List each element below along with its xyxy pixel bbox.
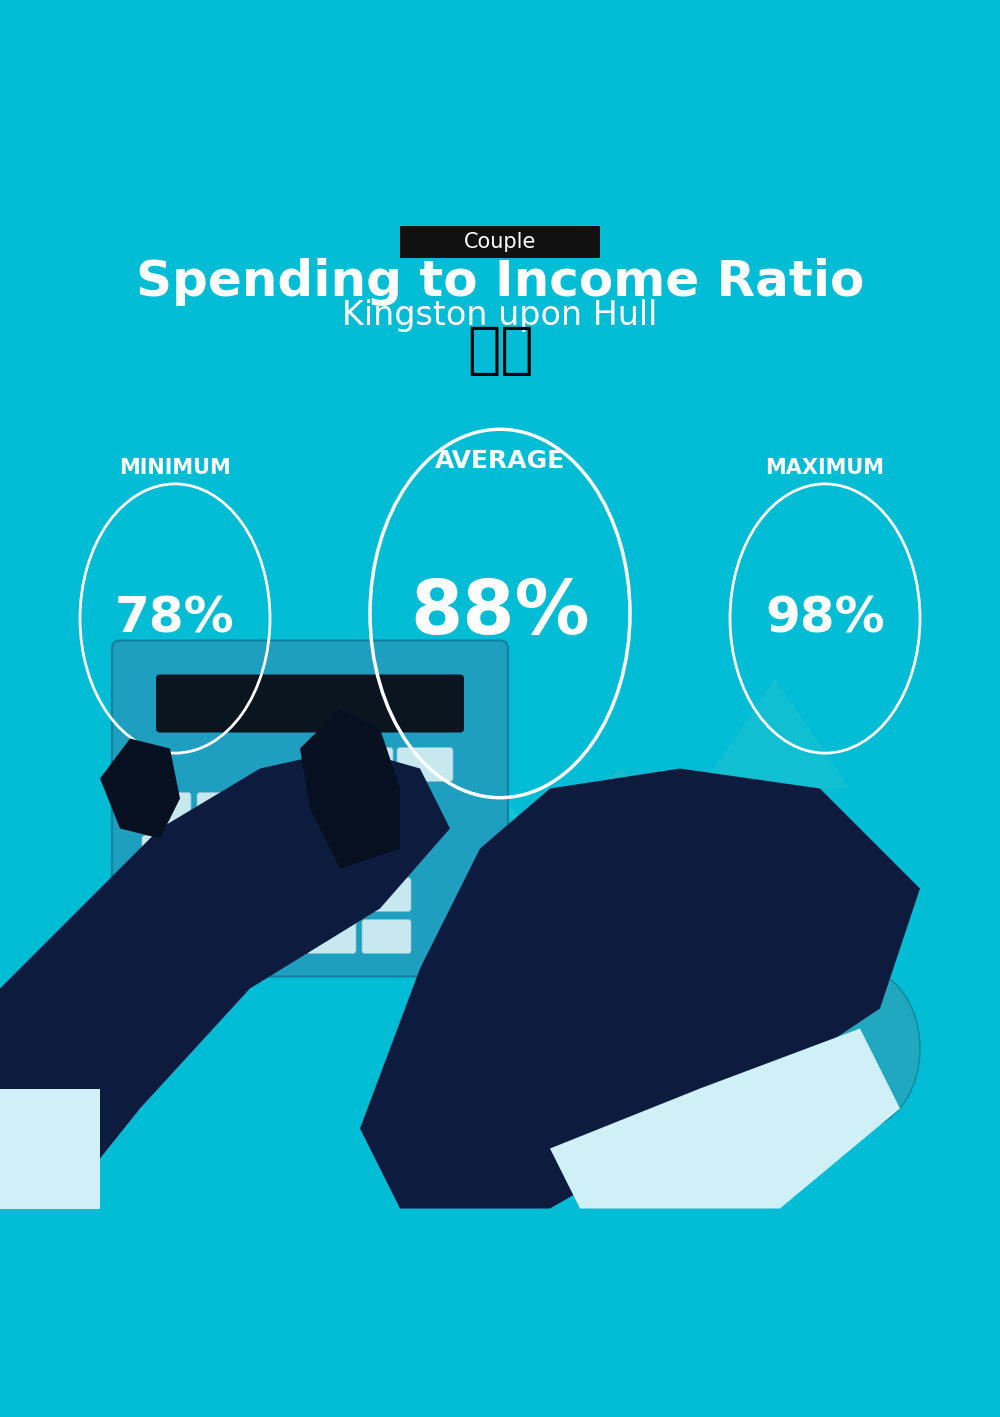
Polygon shape (570, 989, 660, 1088)
Text: $: $ (773, 999, 787, 1017)
Polygon shape (100, 738, 180, 839)
FancyBboxPatch shape (362, 836, 411, 870)
FancyBboxPatch shape (362, 877, 411, 911)
Polygon shape (700, 679, 850, 888)
FancyBboxPatch shape (142, 920, 191, 954)
Polygon shape (340, 708, 520, 928)
FancyBboxPatch shape (252, 877, 301, 911)
FancyBboxPatch shape (307, 920, 356, 954)
FancyBboxPatch shape (252, 792, 301, 826)
Text: 78%: 78% (115, 595, 235, 642)
FancyBboxPatch shape (142, 792, 191, 826)
FancyBboxPatch shape (197, 792, 246, 826)
FancyBboxPatch shape (689, 1066, 781, 1077)
FancyBboxPatch shape (689, 1030, 781, 1041)
FancyBboxPatch shape (400, 225, 600, 258)
Polygon shape (690, 829, 730, 918)
FancyBboxPatch shape (689, 1017, 781, 1030)
FancyBboxPatch shape (337, 748, 393, 782)
Text: Kingston upon Hull: Kingston upon Hull (342, 299, 658, 332)
FancyBboxPatch shape (689, 1053, 781, 1066)
FancyBboxPatch shape (397, 748, 453, 782)
FancyBboxPatch shape (142, 836, 191, 870)
FancyBboxPatch shape (142, 877, 191, 911)
Text: MAXIMUM: MAXIMUM (766, 459, 885, 479)
FancyBboxPatch shape (252, 920, 301, 954)
Ellipse shape (842, 951, 878, 976)
Polygon shape (440, 768, 800, 928)
Text: Couple: Couple (464, 231, 536, 251)
FancyBboxPatch shape (362, 920, 411, 954)
Text: 88%: 88% (410, 577, 590, 650)
FancyBboxPatch shape (362, 792, 411, 826)
Ellipse shape (735, 944, 825, 1064)
Polygon shape (0, 748, 450, 1209)
Polygon shape (300, 708, 400, 869)
Text: $: $ (849, 1039, 871, 1068)
FancyBboxPatch shape (307, 792, 356, 826)
Ellipse shape (800, 968, 920, 1128)
FancyBboxPatch shape (307, 877, 356, 911)
Polygon shape (0, 1088, 100, 1209)
FancyBboxPatch shape (156, 674, 464, 733)
Text: 98%: 98% (765, 595, 885, 642)
FancyBboxPatch shape (197, 920, 246, 954)
Polygon shape (360, 768, 920, 1209)
Polygon shape (550, 1029, 900, 1209)
Text: 🇬🇧: 🇬🇧 (467, 323, 533, 377)
Text: Spending to Income Ratio: Spending to Income Ratio (136, 258, 864, 306)
Text: AVERAGE: AVERAGE (435, 449, 565, 472)
FancyBboxPatch shape (112, 640, 508, 976)
Text: MINIMUM: MINIMUM (119, 459, 231, 479)
FancyBboxPatch shape (197, 836, 246, 870)
FancyBboxPatch shape (197, 877, 246, 911)
Polygon shape (480, 928, 760, 1088)
FancyBboxPatch shape (252, 836, 301, 870)
FancyBboxPatch shape (689, 1041, 781, 1053)
FancyBboxPatch shape (307, 836, 356, 870)
FancyBboxPatch shape (689, 1077, 781, 1090)
